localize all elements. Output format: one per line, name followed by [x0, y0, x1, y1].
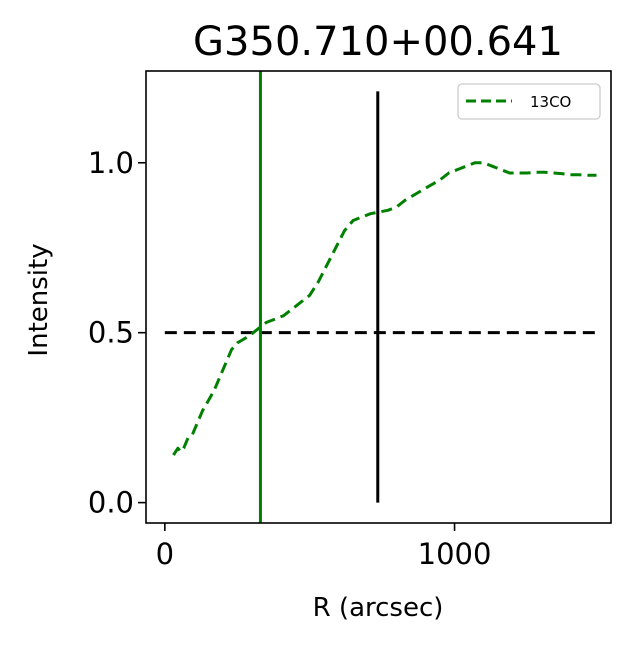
y-tick-label: 1.0 [88, 146, 134, 180]
y-axis-label: Intensity [24, 243, 54, 356]
y-tick-label: 0.0 [88, 486, 134, 520]
y-axis-ticks: 0.0 0.5 1.0 [88, 146, 146, 520]
chart-title: G350.710+00.641 [193, 19, 563, 65]
reference-lines [164, 71, 597, 523]
x-tick-label: 1000 [418, 537, 492, 571]
legend: 13CO [457, 83, 601, 120]
x-axis-label: R (arcsec) [313, 593, 444, 623]
x-axis-ticks: 0 1000 [156, 523, 492, 571]
plot-frame [145, 70, 612, 524]
legend-box [457, 83, 601, 120]
x-tick-label: 0 [156, 537, 174, 571]
y-tick-label: 0.5 [88, 316, 134, 350]
series-line-13co [172, 161, 597, 456]
legend-label-13co: 13CO [530, 93, 571, 111]
series-layer [172, 161, 597, 456]
